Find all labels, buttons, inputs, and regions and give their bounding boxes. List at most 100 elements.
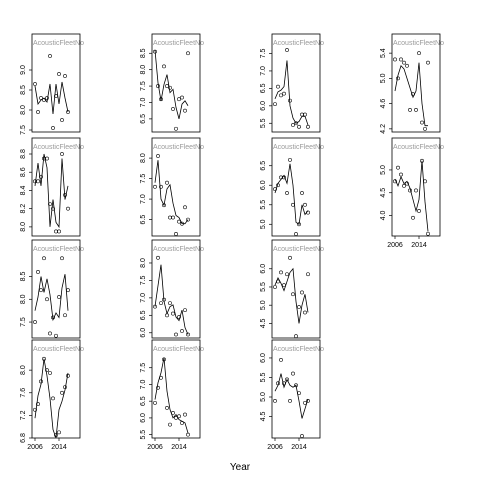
x-tick-label: 2014 (51, 444, 67, 451)
series-line (34, 81, 69, 115)
y-tick-label: 7.5 (20, 317, 27, 327)
data-point (33, 407, 37, 412)
data-point (276, 183, 280, 188)
data-point (285, 272, 289, 277)
data-point (63, 193, 67, 197)
y-tick-label: 6.5 (140, 215, 147, 225)
y-tick-label: 6.5 (140, 114, 147, 124)
data-point (300, 191, 304, 195)
data-point (36, 179, 40, 184)
data-point (300, 434, 304, 438)
y-tick-label: 8.0 (20, 222, 27, 232)
x-tick-label: 2006 (267, 444, 283, 451)
data-point (186, 51, 190, 56)
y-tick-label: 8.0 (20, 105, 27, 115)
data-point (60, 256, 64, 261)
data-point (294, 232, 298, 236)
data-point (402, 183, 406, 188)
data-point (306, 210, 310, 215)
data-point (417, 209, 421, 213)
y-tick-label: 4.0 (380, 211, 387, 221)
data-point (303, 202, 307, 207)
panel-frame (31, 239, 81, 339)
data-point (45, 156, 49, 161)
panel-strip-label: AcousticFleetNo (33, 246, 84, 253)
y-tick-label: 6.0 (260, 180, 267, 190)
panel-strip-label: AcousticFleetNo (273, 144, 324, 151)
y-tick-label: 8.0 (20, 365, 27, 375)
data-point (420, 158, 424, 163)
y-tick-label: 6.8 (20, 433, 27, 443)
data-point (402, 60, 406, 65)
y-tick-label: 5.5 (260, 373, 267, 383)
panel-strip-label: AcousticFleetNo (33, 40, 84, 47)
y-tick-label: 7.0 (260, 66, 267, 76)
data-point (414, 188, 418, 193)
y-tick-label: 5.0 (380, 73, 387, 83)
panel-strip-label: AcousticFleetNo (153, 40, 204, 47)
panel-0: AcousticFleetNo 7.5 8.0 8.5 9.0 (20, 33, 84, 135)
data-point (66, 288, 70, 293)
series-line (274, 163, 309, 225)
data-point (417, 51, 421, 56)
data-point (48, 54, 52, 58)
data-point (48, 371, 52, 375)
data-point (159, 301, 163, 306)
data-point (171, 410, 175, 415)
y-tick-label: 6.5 (140, 396, 147, 406)
data-point (276, 84, 280, 89)
series-line (274, 373, 309, 419)
data-point (186, 332, 190, 337)
data-point (66, 110, 70, 114)
data-point (288, 398, 292, 403)
data-point (45, 297, 49, 302)
data-point (291, 371, 295, 376)
data-point (63, 74, 67, 78)
y-tick-label: 8.0 (140, 153, 147, 163)
data-point (282, 381, 286, 386)
data-point (165, 180, 169, 185)
data-point (51, 126, 55, 130)
panel-1: AcousticFleetNo 6.5 7.0 7.5 8.0 8.5 (140, 33, 204, 133)
y-tick-label: 4.2 (380, 124, 387, 134)
data-point (51, 315, 55, 320)
panel-2: AcousticFleetNo 5.5 6.0 6.5 7.0 7.5 (260, 33, 324, 133)
panel-frame (271, 239, 321, 339)
data-point (66, 373, 70, 378)
data-point (168, 422, 172, 427)
data-point (186, 432, 190, 437)
y-tick-label: 8.5 (140, 48, 147, 58)
data-point (51, 396, 55, 401)
y-tick-label: 8.0 (140, 65, 147, 75)
data-point (420, 120, 424, 125)
panel-frame (391, 137, 441, 237)
data-point (162, 64, 166, 69)
data-point (153, 400, 157, 405)
data-point (171, 215, 175, 220)
data-point (57, 295, 61, 299)
data-point (159, 97, 163, 102)
y-tick-label: 8.5 (20, 85, 27, 95)
panel-strip-label: AcousticFleetNo (273, 40, 324, 47)
data-point (42, 256, 46, 261)
data-point (426, 231, 430, 236)
data-point (297, 124, 301, 129)
y-tick-label: 8.6 (20, 167, 27, 177)
y-tick-label: 8.2 (20, 204, 27, 214)
data-point (39, 174, 43, 179)
y-tick-label: 5.5 (260, 282, 267, 292)
data-point (156, 255, 160, 260)
data-point (45, 368, 49, 373)
y-tick-label: 9.0 (20, 65, 27, 75)
data-point (48, 331, 52, 336)
series-line (34, 153, 69, 229)
panel-frame (31, 33, 81, 133)
y-tick-label: 8.4 (20, 185, 27, 195)
data-point (174, 232, 178, 236)
x-tick-label: 2006 (387, 242, 403, 249)
x-tick-label: 2014 (411, 242, 427, 249)
data-point (54, 333, 58, 338)
panel-strip-label: AcousticFleetNo (273, 346, 324, 353)
data-point (186, 217, 190, 222)
panel-6: AcousticFleetNo 5.0 5.5 6.0 6.5 (260, 137, 324, 237)
